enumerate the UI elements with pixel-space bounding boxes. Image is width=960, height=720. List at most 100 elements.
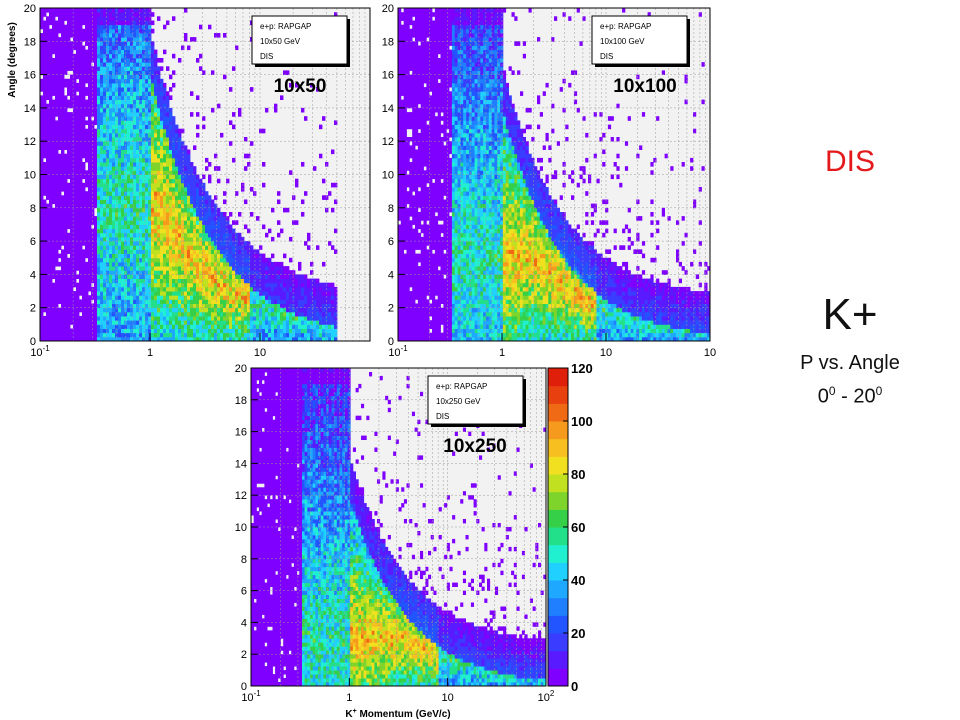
angle-range: 00 - 200 [770, 384, 930, 409]
legend-entry: 10x100 GeV [600, 37, 645, 46]
y-tick-label: 10 [235, 522, 247, 534]
colorbar-tick-label: 20 [571, 626, 585, 641]
y-tick-label: 2 [388, 303, 394, 315]
x-tick-label: 10 [600, 347, 612, 359]
legend-box: e+p: RAPGAP 10x100 GeV DIS [591, 15, 690, 67]
heatmap-panel-10x250: 0 2 4 6 8 10 12 14 16 18 20 10-1 1 10 102 e+p: RAPGAP 10… [235, 363, 555, 720]
grid-lines [40, 8, 370, 341]
angle-range-high-unit: 0 [875, 384, 883, 398]
colorbar-segment [548, 509, 568, 528]
heatmap-panel-10x100: 0 2 4 6 8 10 12 14 16 18 20 10-1 1 10 10 e+p: RAPGAP 10x… [382, 3, 716, 359]
particle-title: K+ [822, 290, 878, 339]
legend-entry: DIS [260, 52, 273, 61]
angle-range-low-unit: 0 [828, 384, 836, 398]
y-tick-label: 8 [241, 554, 247, 566]
legend-entry: DIS [600, 52, 613, 61]
colorbar-segment [548, 385, 568, 404]
y-tick-label: 14 [24, 103, 36, 115]
x-tick-label: 102 [538, 689, 555, 704]
colorbar-segment [548, 580, 568, 599]
y-tick-label: 16 [382, 70, 394, 82]
colorbar-segment [548, 562, 568, 581]
y-tick-label: 0 [388, 336, 394, 348]
colorbar: 0 20 40 60 80 100 120 [547, 361, 593, 694]
colorbar-tick-label: 120 [571, 361, 593, 376]
colorbar-tick-label: 40 [571, 573, 585, 588]
angle-range-low: 0 [817, 385, 829, 408]
y-tick-label: 12 [235, 490, 247, 502]
y-tick-label: 10 [24, 170, 36, 182]
legend-box: e+p: RAPGAP 10x250 GeV DIS [427, 375, 526, 427]
colorbar-segment [548, 368, 568, 387]
colorbar-tick-label: 60 [571, 520, 585, 535]
x-axis-title: K+ Momentum (GeV/c) [345, 708, 450, 720]
colorbar-segment [548, 650, 568, 669]
y-tick-label: 12 [24, 136, 36, 148]
y-tick-label: 4 [241, 617, 247, 629]
heatmap-cells [251, 368, 547, 687]
y-tick-label: 8 [388, 203, 394, 215]
y-tick-label: 18 [235, 395, 247, 407]
colorbar-segment [548, 403, 568, 422]
legend-entry: 10x50 GeV [260, 37, 301, 46]
colorbar-segment [548, 615, 568, 634]
y-tick-label: 4 [30, 269, 36, 281]
y-tick-label: 20 [382, 3, 394, 15]
angle-range-high: 20 [853, 385, 876, 408]
colorbar-segment [548, 456, 568, 475]
x-tick-label: 10 [704, 347, 716, 359]
colorbar-tick-label: 0 [571, 679, 578, 694]
grid-lines [398, 8, 710, 341]
y-tick-label: 6 [388, 236, 394, 248]
y-tick-label: 16 [24, 70, 36, 82]
y-tick-label: 6 [241, 586, 247, 598]
colorbar-segment [548, 438, 568, 457]
y-tick-label: 18 [382, 36, 394, 48]
x-tick-label: 10-1 [241, 689, 261, 704]
panel-label: 10x250 [443, 436, 506, 457]
y-tick-label: 20 [235, 363, 247, 375]
x-tick-label: 10 [442, 692, 454, 704]
y-tick-label: 18 [24, 36, 36, 48]
x-tick-label: 1 [147, 347, 153, 359]
y-tick-label: 20 [24, 3, 36, 15]
colorbar-segment [548, 668, 568, 687]
colorbar-segment [548, 597, 568, 616]
y-tick-label: 8 [30, 203, 36, 215]
colorbar-segment [548, 544, 568, 563]
plot-subtitle: P vs. Angle [800, 352, 900, 374]
y-tick-label: 12 [382, 136, 394, 148]
x-tick-label: 10-1 [30, 344, 50, 359]
colorbar-tick-label: 80 [571, 467, 585, 482]
y-tick-label: 0 [30, 336, 36, 348]
colorbar-segment [548, 527, 568, 546]
y-tick-label: 4 [388, 269, 394, 281]
legend-entry: e+p: RAPGAP [260, 22, 311, 31]
heatmap-cells [398, 8, 711, 342]
angle-range-separator: - [835, 385, 854, 408]
x-tick-label: 10 [254, 347, 266, 359]
legend-entry: DIS [436, 412, 449, 421]
colorbar-segment [548, 633, 568, 652]
y-axis-title: Angle (degrees) [7, 22, 18, 98]
x-tick-label: 1 [346, 692, 352, 704]
colorbar-segment [548, 474, 568, 493]
legend-box: e+p: RAPGAP 10x50 GeV DIS [251, 15, 350, 67]
x-tick-label: 1 [499, 347, 505, 359]
colorbar-tick-label: 100 [571, 414, 593, 429]
dis-title: DIS [824, 145, 875, 178]
legend-entry: 10x250 GeV [436, 397, 481, 406]
legend-entry: e+p: RAPGAP [600, 22, 651, 31]
heatmap-panel-10x50: 0 2 4 6 8 10 12 14 16 18 20 10-1 1 10 e+p: RAPGAP 10x50… [7, 3, 371, 359]
panel-label: 10x100 [613, 76, 676, 97]
legend-entry: e+p: RAPGAP [436, 382, 487, 391]
y-tick-label: 14 [235, 458, 247, 470]
x-tick-label: 10-1 [388, 344, 408, 359]
y-tick-label: 14 [382, 103, 394, 115]
y-tick-label: 2 [30, 303, 36, 315]
y-tick-label: 10 [382, 170, 394, 182]
panel-label: 10x50 [274, 76, 327, 97]
y-tick-label: 0 [241, 681, 247, 693]
colorbar-segment [548, 421, 568, 440]
